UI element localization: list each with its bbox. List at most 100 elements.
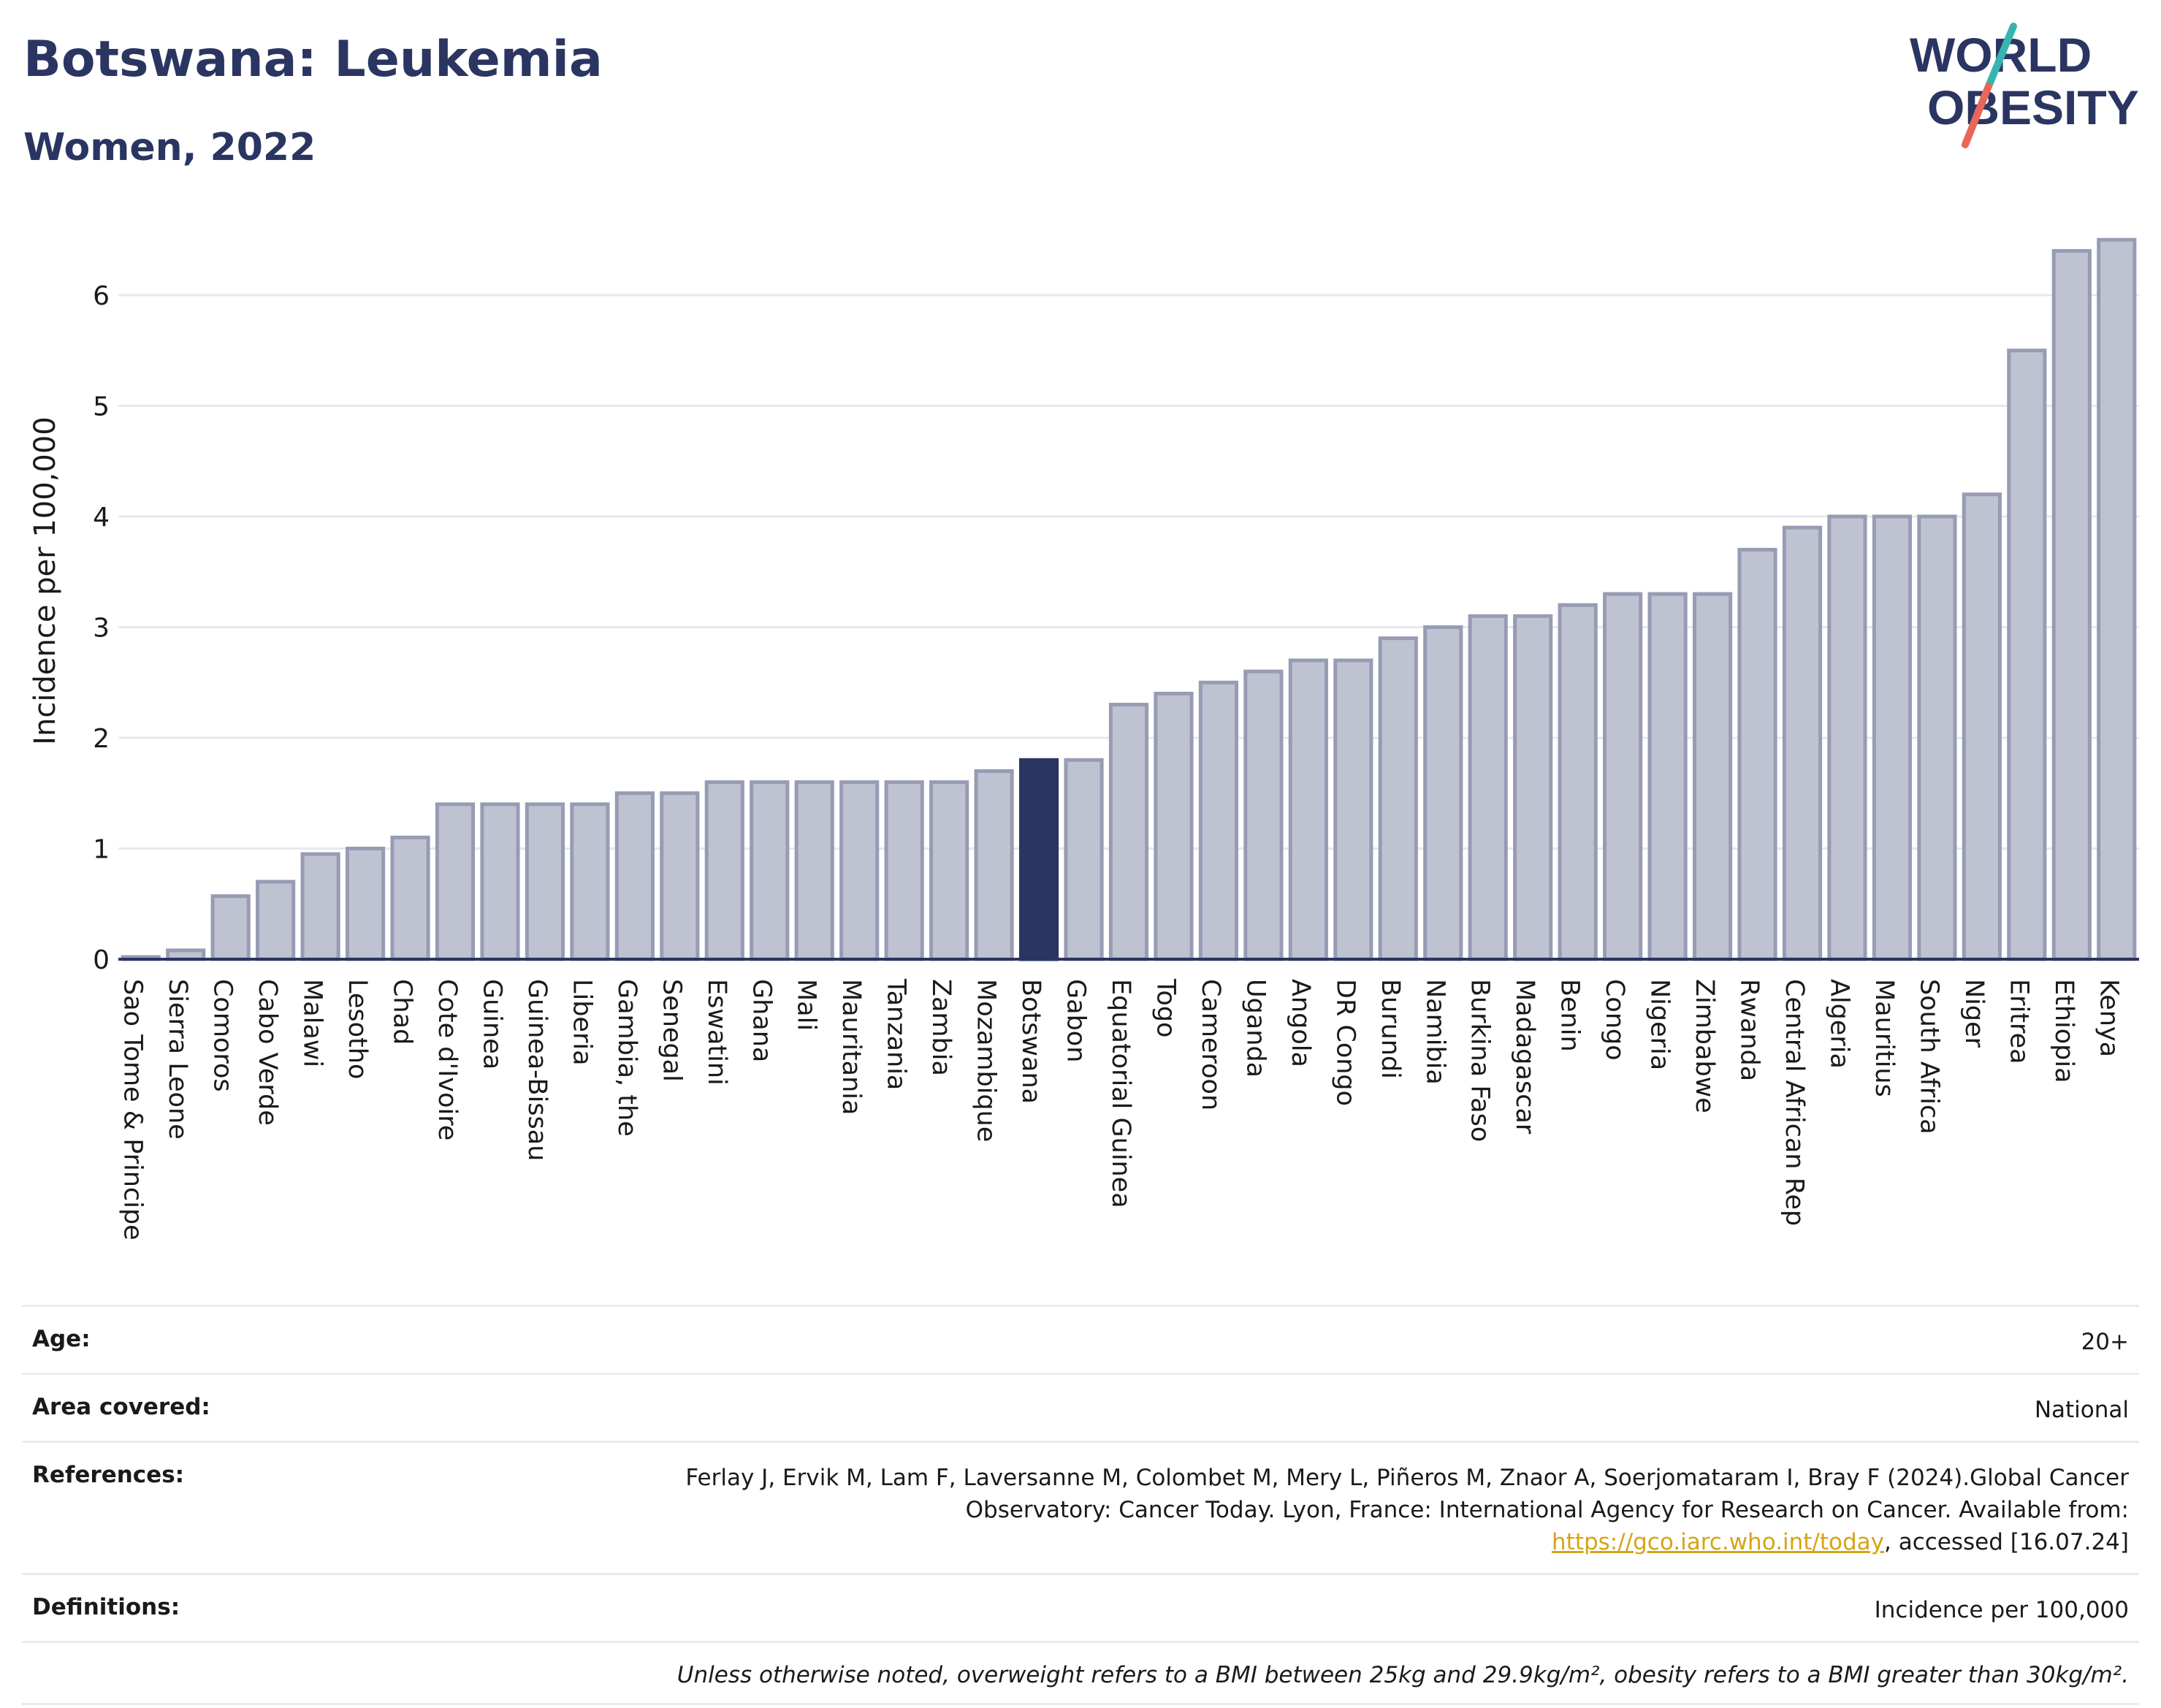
x-tick-label: Rwanda [1735, 979, 1764, 1081]
chart-title: Botswana: Leukemia [23, 31, 603, 88]
info-row-area: Area covered: National [22, 1373, 2139, 1441]
x-tick-label: Equatorial Guinea [1106, 979, 1135, 1208]
info-row-definitions: Definitions: Incidence per 100,000 [22, 1573, 2139, 1641]
bmi-note: Unless otherwise noted, overweight refer… [676, 1662, 2129, 1689]
bar [210, 894, 251, 961]
x-tick-label: Benin [1555, 979, 1585, 1052]
bar [1288, 658, 1328, 961]
bar [1737, 547, 1777, 961]
definitions-label: Definitions: [32, 1594, 180, 1621]
bar [300, 852, 340, 961]
references-text: Ferlay J, Ervik M, Lam F, Laversanne M, … [685, 1465, 2129, 1524]
x-axis-labels: Sao Tome & Principe Sierra Leone Comoros Ca… [118, 978, 2124, 1240]
y-tick-label: 3 [93, 614, 110, 644]
bar [435, 802, 476, 961]
y-tick-label: 1 [93, 835, 110, 865]
x-tick-label: Sierra Leone [163, 979, 192, 1140]
info-row-age: Age: 20+ [22, 1305, 2139, 1373]
x-tick-label: Namibia [1420, 979, 1449, 1085]
bar [1603, 592, 1643, 961]
bar [1468, 614, 1508, 961]
x-tick-label: Ghana [747, 979, 776, 1062]
area-label: Area covered: [32, 1394, 210, 1421]
bar [1917, 514, 1957, 961]
bar [570, 802, 610, 961]
x-tick-label: Ethiopia [2049, 979, 2078, 1083]
y-axis-ticks: 0 1 2 3 4 5 6 [93, 281, 110, 975]
x-tick-label: DR Congo [1330, 979, 1360, 1106]
bar [2097, 237, 2137, 961]
logo-slash-coral [1962, 83, 1992, 148]
y-axis-title: Incidence per 100,000 [28, 416, 62, 745]
bar [1333, 658, 1373, 961]
x-tick-label: Mozambique [972, 979, 1001, 1142]
bar [839, 780, 880, 961]
x-tick-label: Gambia, the [612, 979, 641, 1137]
y-tick-label: 0 [93, 945, 110, 975]
bar [1378, 636, 1418, 961]
bar [704, 780, 744, 961]
x-tick-label: South Africa [1914, 979, 1943, 1135]
x-tick-label: Liberia [567, 979, 596, 1066]
age-label: Age: [32, 1326, 91, 1352]
bar [750, 780, 790, 961]
x-tick-label: Congo [1600, 979, 1629, 1061]
x-tick-label: Cameroon [1196, 979, 1225, 1110]
bar [1647, 592, 1688, 961]
x-tick-label: Zimbabwe [1690, 979, 1719, 1113]
bar [1962, 492, 2002, 961]
x-tick-label: Botswana [1016, 979, 1045, 1104]
x-tick-label: Algeria [1824, 979, 1853, 1069]
x-tick-label: Kenya [2094, 979, 2123, 1057]
bar [1558, 603, 1598, 961]
x-tick-label: Lesotho [343, 979, 372, 1079]
bars [121, 237, 2137, 961]
x-tick-label: Uganda [1240, 979, 1270, 1078]
bar [2007, 348, 2047, 961]
x-tick-label: Sao Tome & Principe [118, 979, 148, 1240]
bar [1782, 525, 1823, 961]
info-table: Age: 20+ Area covered: National Referenc… [22, 1305, 2139, 1706]
logo-slash-teal [1985, 23, 2017, 90]
bar [1692, 592, 1733, 961]
bar [480, 802, 520, 961]
bar [1064, 758, 1104, 961]
x-tick-label: Togo [1151, 978, 1180, 1037]
bar [1513, 614, 1553, 961]
bar-chart: 0 1 2 3 4 5 6 Sao Tome & Principe Sierra Leone C… [28, 237, 2139, 1240]
y-tick-label: 4 [93, 503, 110, 533]
x-tick-label: Eswatini [702, 979, 731, 1086]
x-tick-label: Tanzania [882, 978, 911, 1090]
references-label: References: [32, 1462, 185, 1489]
x-tick-label: Mali [792, 979, 821, 1031]
x-tick-label: Central African Rep [1780, 979, 1809, 1226]
info-row-references: References: Ferlay J, Ervik M, Lam F, La… [22, 1441, 2139, 1573]
x-tick-label: Cabo Verde [253, 979, 282, 1126]
x-tick-label: Mauritius [1870, 979, 1899, 1097]
x-tick-label: Burundi [1376, 979, 1405, 1079]
y-tick-label: 2 [93, 724, 110, 754]
x-tick-label: Senegal [657, 979, 686, 1082]
x-tick-label: Chad [388, 979, 417, 1045]
bar [1243, 669, 1284, 961]
x-tick-label: Madagascar [1510, 979, 1539, 1135]
bar [614, 791, 655, 961]
chart-subtitle: Women, 2022 [23, 126, 316, 169]
bar [1872, 514, 1913, 961]
definitions-value: Incidence per 100,000 [1874, 1597, 2129, 1624]
y-tick-label: 6 [93, 281, 110, 311]
bar [345, 847, 386, 961]
world-obesity-logo: WORLD OBESITY [1910, 23, 2139, 148]
bar [884, 780, 924, 961]
x-tick-label: Nigeria [1645, 979, 1674, 1070]
bar [1423, 625, 1463, 961]
x-tick-label: Guinea-Bissau [522, 979, 552, 1161]
bar [390, 835, 430, 961]
references-link[interactable]: https://gco.iarc.who.int/today [1552, 1529, 1884, 1556]
bar [1154, 691, 1194, 961]
bar [929, 780, 969, 961]
x-tick-label: Burkina Faso [1466, 979, 1495, 1142]
references-value: Ferlay J, Ervik M, Lam F, Laversanne M, … [631, 1462, 2129, 1558]
x-tick-label: Cote d'Ivoire [432, 979, 462, 1140]
area-value: National [2034, 1397, 2129, 1424]
